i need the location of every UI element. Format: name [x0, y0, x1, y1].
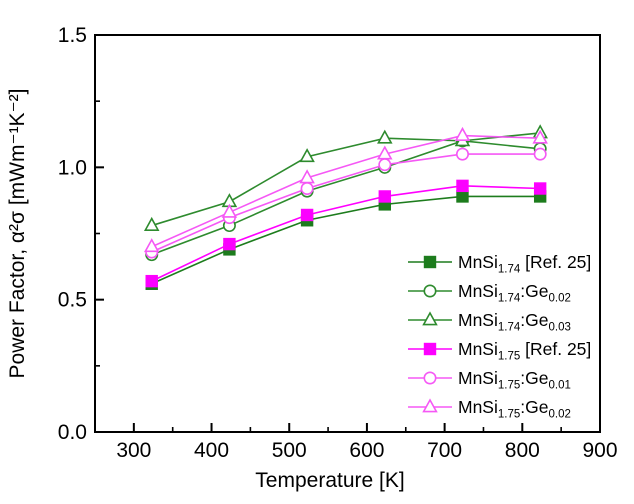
series-marker-4 [378, 158, 392, 172]
series-marker-5 [532, 129, 548, 144]
legend-marker [423, 284, 437, 298]
x-tick-label: 500 [272, 439, 307, 462]
series-line-4 [151, 153, 541, 253]
series-marker-3 [145, 274, 158, 288]
legend-marker [423, 255, 437, 269]
series-marker-4 [300, 182, 314, 196]
x-axis-title: Temperature [K] [255, 469, 404, 492]
series-marker-2 [143, 216, 160, 231]
y-tick-label: 0.0 [58, 421, 87, 444]
series-marker-5 [454, 126, 471, 141]
x-tick-label: 600 [349, 439, 384, 462]
legend-label: MnSi1.74 [Ref. 25] [458, 252, 591, 276]
legend-label: MnSi1.74:Ge0.03 [458, 310, 571, 334]
series-marker-3 [300, 208, 314, 222]
legend-label: MnSi1.75:Ge0.01 [458, 368, 571, 392]
series-marker-5 [143, 238, 160, 253]
series-marker-0 [456, 190, 469, 203]
x-tick-label: 300 [116, 439, 151, 462]
series-marker-5 [221, 203, 238, 218]
series-line-3 [151, 185, 541, 282]
series-marker-3 [378, 190, 391, 203]
plot-frame [94, 34, 601, 433]
legend-label: MnSi1.75:Ge0.02 [458, 397, 571, 421]
series-line-5 [151, 134, 541, 248]
series-marker-3 [456, 179, 469, 193]
legend-marker [423, 371, 437, 385]
series-marker-4 [533, 147, 547, 161]
series-line-1 [151, 140, 541, 256]
y-tick-label: 1.5 [58, 24, 87, 47]
series-marker-4 [455, 147, 469, 161]
x-tick-label: 400 [194, 439, 229, 462]
series-marker-3 [533, 182, 547, 195]
y-tick-label: 0.5 [58, 289, 87, 312]
series-marker-2 [299, 148, 315, 163]
y-tick-label: 1.0 [58, 156, 87, 179]
y-axis-title: Power Factor, α²σ [mWm⁻¹K⁻²] [6, 89, 29, 379]
x-tick-label: 700 [427, 439, 462, 462]
x-tick-label: 900 [582, 439, 617, 462]
series-marker-3 [223, 237, 236, 251]
legend-label: MnSi1.75 [Ref. 25] [458, 339, 591, 363]
series-marker-5 [299, 169, 315, 184]
series-line-2 [151, 132, 541, 227]
series-marker-2 [377, 129, 393, 144]
legend-marker [422, 398, 438, 413]
legend-marker [422, 311, 438, 326]
series-marker-5 [377, 145, 393, 160]
legend-marker [423, 342, 437, 356]
legend-label: MnSi1.74:Ge0.02 [458, 281, 571, 305]
x-tick-label: 800 [505, 439, 540, 462]
series-line-0 [151, 195, 541, 285]
